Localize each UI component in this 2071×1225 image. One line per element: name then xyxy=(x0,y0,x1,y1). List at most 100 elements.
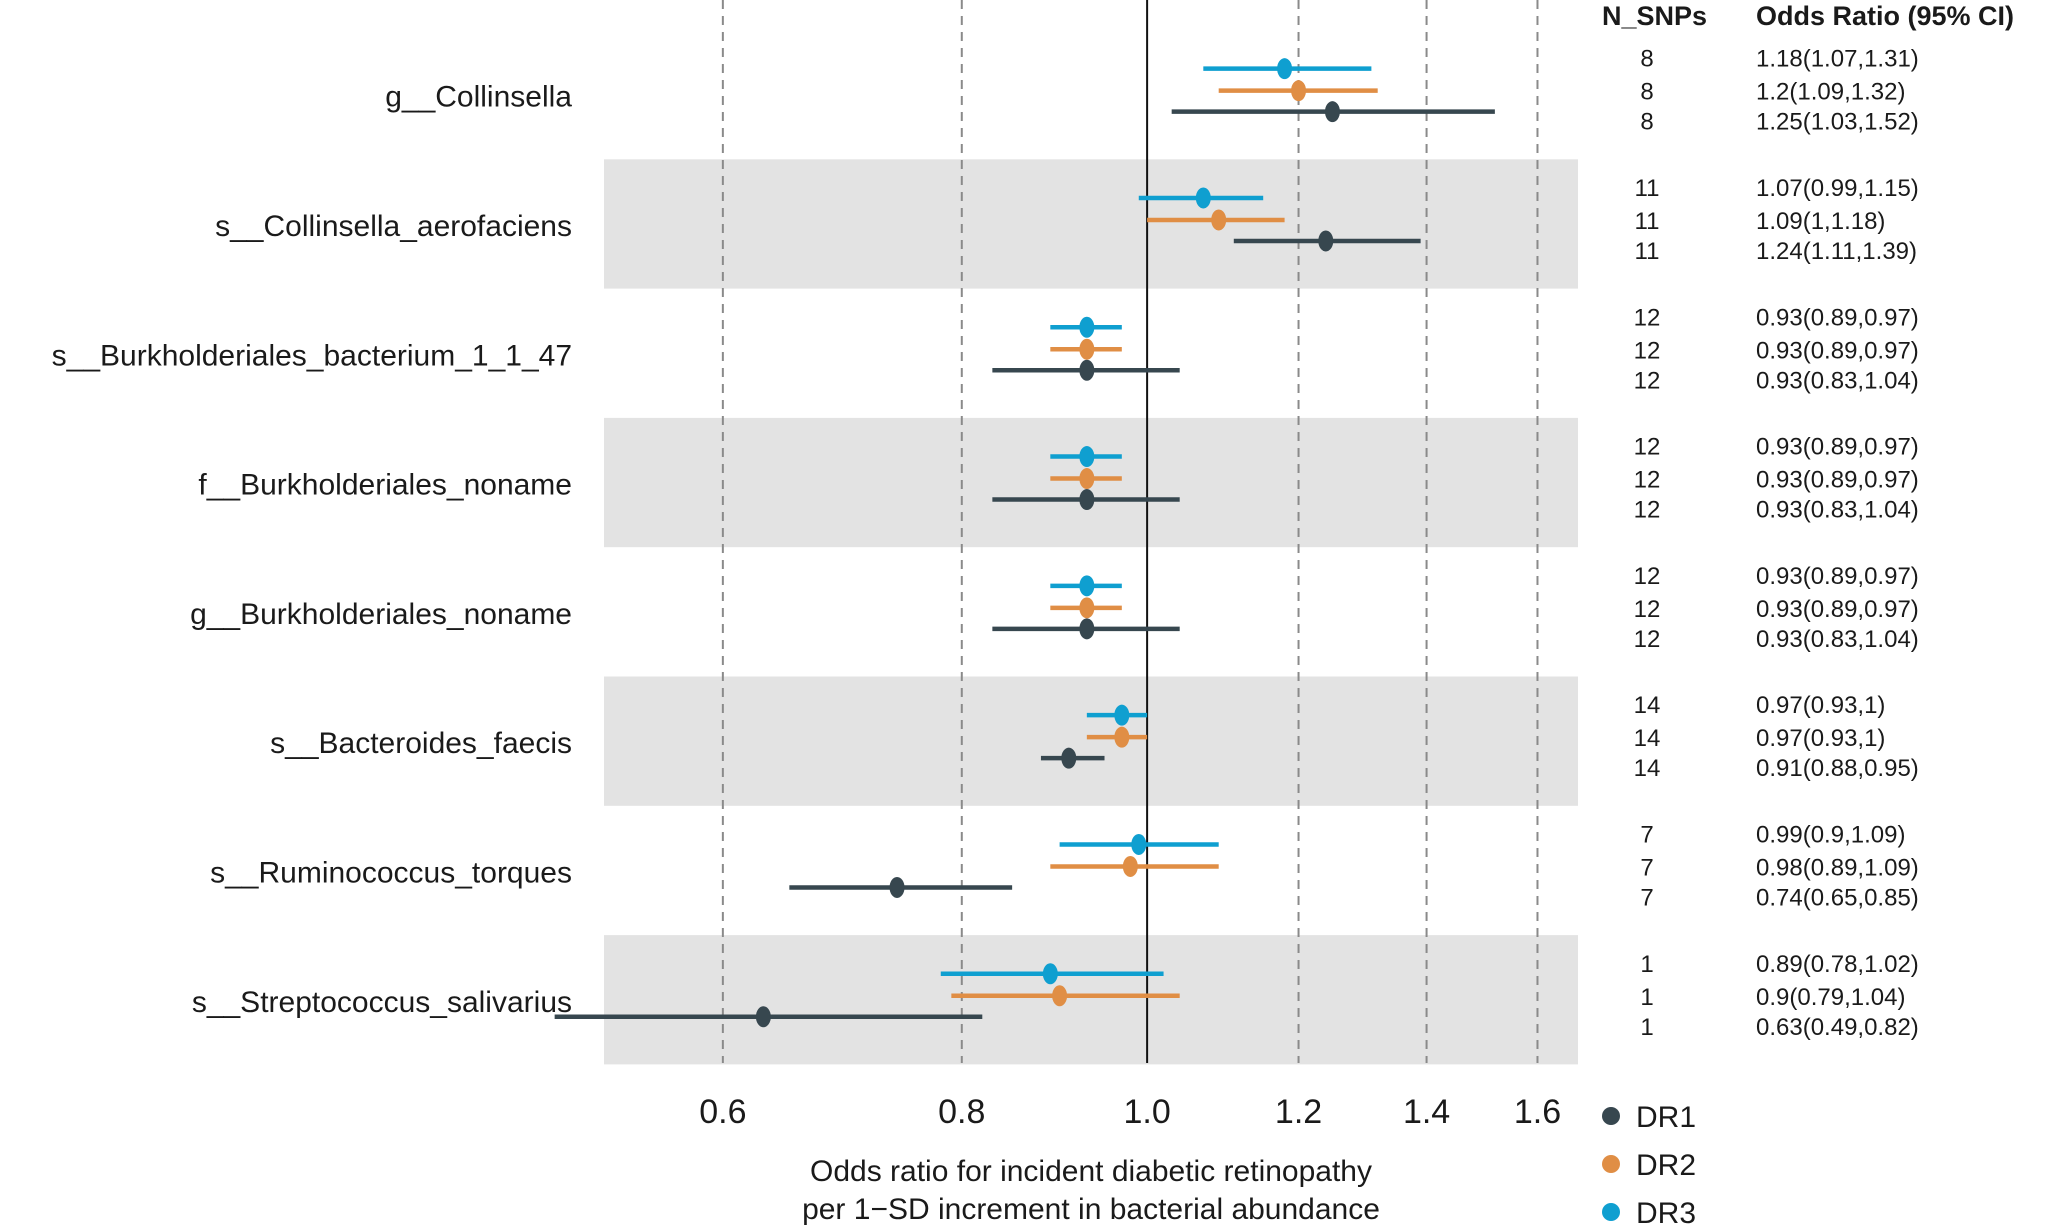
nsnps-value: 12 xyxy=(1634,337,1661,364)
odds-ratio-value: 0.97(0.93,1) xyxy=(1756,692,1885,719)
point-estimate xyxy=(1318,230,1334,252)
nsnps-value: 7 xyxy=(1640,854,1653,881)
nsnps-value: 11 xyxy=(1635,208,1660,235)
odds-ratio-value: 1.24(1.11,1.39) xyxy=(1756,238,1917,265)
row-label: g__Collinsella xyxy=(385,81,572,114)
x-tick-label: 1.2 xyxy=(1275,1093,1322,1131)
nsnps-value: 12 xyxy=(1634,596,1661,623)
odds-ratio-value: 0.74(0.65,0.85) xyxy=(1756,884,1919,911)
point-estimate xyxy=(1061,747,1077,769)
point-estimate xyxy=(1079,618,1095,640)
nsnps-value: 14 xyxy=(1634,755,1661,782)
odds-ratio-value: 1.25(1.03,1.52) xyxy=(1756,109,1919,136)
row-label: s__Bacteroides_faecis xyxy=(270,727,572,760)
odds-ratio-value: 0.93(0.89,0.97) xyxy=(1756,434,1919,461)
row-label: f__Burkholderiales_noname xyxy=(198,469,572,502)
row-label: s__Burkholderiales_bacterium_1_1_47 xyxy=(52,339,572,372)
legend-swatch xyxy=(1602,1107,1620,1125)
nsnps-value: 12 xyxy=(1634,467,1661,494)
point-estimate xyxy=(1079,468,1095,490)
nsnps-value: 12 xyxy=(1634,434,1661,461)
odds-ratio-value: 0.97(0.93,1) xyxy=(1756,725,1885,752)
odds-ratio-value: 0.93(0.83,1.04) xyxy=(1756,367,1919,394)
nsnps-value: 8 xyxy=(1640,46,1653,73)
column-header-nsnps: N_SNPs xyxy=(1602,1,1707,31)
point-estimate xyxy=(1079,338,1095,360)
nsnps-value: 8 xyxy=(1640,79,1653,106)
row-labels: g__Collinsella s__Collinsella_aerofaciens… xyxy=(52,81,573,1019)
nsnps-value: 12 xyxy=(1634,626,1661,653)
nsnps-value: 12 xyxy=(1634,497,1661,524)
nsnps-value: 12 xyxy=(1634,367,1661,394)
x-tick-label: 0.6 xyxy=(699,1093,746,1131)
row-label: g__Burkholderiales_noname xyxy=(190,598,572,631)
legend-swatch xyxy=(1602,1203,1620,1221)
x-axis-title-line: Odds ratio for incident diabetic retinop… xyxy=(810,1155,1372,1188)
odds-ratio-value: 0.93(0.89,0.97) xyxy=(1756,337,1919,364)
x-axis-title-line: per 1−SD increment in bacterial abundanc… xyxy=(802,1193,1380,1225)
legend-label: DR1 xyxy=(1636,1101,1696,1134)
odds-ratio-value: 0.89(0.78,1.02) xyxy=(1756,951,1919,978)
point-estimate xyxy=(1114,704,1130,726)
nsnps-value: 14 xyxy=(1634,692,1661,719)
odds-ratio-value: 0.91(0.88,0.95) xyxy=(1756,755,1919,782)
row-band xyxy=(604,676,1578,806)
odds-ratio-value: 0.93(0.89,0.97) xyxy=(1756,563,1919,590)
point-estimate xyxy=(1079,316,1095,338)
point-estimate xyxy=(1195,187,1211,209)
point-estimate xyxy=(1042,963,1058,985)
point-estimate xyxy=(755,1006,771,1028)
x-tick-label: 1.4 xyxy=(1403,1093,1450,1131)
nsnps-value: 7 xyxy=(1640,884,1653,911)
point-estimate xyxy=(1131,833,1147,855)
odds-ratio-value: 0.93(0.89,0.97) xyxy=(1756,596,1919,623)
point-estimate xyxy=(1211,209,1227,231)
x-tick-label: 1.6 xyxy=(1514,1093,1561,1131)
odds-ratio-value: 1.18(1.07,1.31) xyxy=(1756,46,1919,73)
legend-swatch xyxy=(1602,1155,1620,1173)
odds-ratio-value: 0.99(0.9,1.09) xyxy=(1756,821,1905,848)
legend: DR1 DR2 DR3 xyxy=(1602,1101,1696,1225)
x-axis-title: Odds ratio for incident diabetic retinop… xyxy=(802,1155,1380,1225)
nsnps-value: 1 xyxy=(1640,984,1653,1011)
point-estimate xyxy=(889,876,905,898)
results-table: N_SNPs Odds Ratio (95% CI) 8 1.18(1.07,1.… xyxy=(1602,1,2014,1041)
nsnps-value: 7 xyxy=(1640,821,1653,848)
point-estimate xyxy=(1079,597,1095,619)
row-label: s__Streptococcus_salivarius xyxy=(192,986,572,1019)
nsnps-value: 14 xyxy=(1634,725,1661,752)
point-estimate xyxy=(1122,855,1138,877)
point-estimate xyxy=(1291,80,1307,102)
row-label: s__Collinsella_aerofaciens xyxy=(215,210,572,243)
odds-ratio-value: 0.93(0.89,0.97) xyxy=(1756,304,1919,331)
nsnps-value: 11 xyxy=(1635,175,1660,202)
nsnps-value: 1 xyxy=(1640,951,1653,978)
row-band xyxy=(604,159,1578,289)
odds-ratio-value: 1.2(1.09,1.32) xyxy=(1756,79,1905,106)
nsnps-value: 12 xyxy=(1634,304,1661,331)
odds-ratio-value: 1.09(1,1.18) xyxy=(1756,208,1885,235)
point-estimate xyxy=(1324,101,1340,123)
odds-ratio-value: 0.93(0.83,1.04) xyxy=(1756,626,1919,653)
odds-ratio-value: 0.98(0.89,1.09) xyxy=(1756,854,1919,881)
odds-ratio-value: 1.07(0.99,1.15) xyxy=(1756,175,1919,202)
x-axis: 0.6 0.8 1.0 1.2 1.4 1.6 xyxy=(699,1093,1561,1131)
x-tick-label: 0.8 xyxy=(938,1093,985,1131)
row-band xyxy=(604,935,1578,1065)
legend-label: DR2 xyxy=(1636,1149,1696,1182)
point-estimate xyxy=(1079,575,1095,597)
estimate-marks xyxy=(554,58,1495,1028)
nsnps-value: 1 xyxy=(1640,1014,1653,1041)
legend-label: DR3 xyxy=(1636,1197,1696,1225)
point-estimate xyxy=(1277,58,1293,80)
nsnps-value: 8 xyxy=(1640,109,1653,136)
point-estimate xyxy=(1079,359,1095,381)
nsnps-value: 11 xyxy=(1635,238,1660,265)
column-header-odds-ratio: Odds Ratio (95% CI) xyxy=(1756,1,2014,31)
row-label: s__Ruminococcus_torques xyxy=(210,856,572,889)
point-estimate xyxy=(1079,489,1095,511)
odds-ratio-value: 0.93(0.89,0.97) xyxy=(1756,467,1919,494)
point-estimate xyxy=(1052,985,1068,1007)
point-estimate xyxy=(1114,726,1130,748)
